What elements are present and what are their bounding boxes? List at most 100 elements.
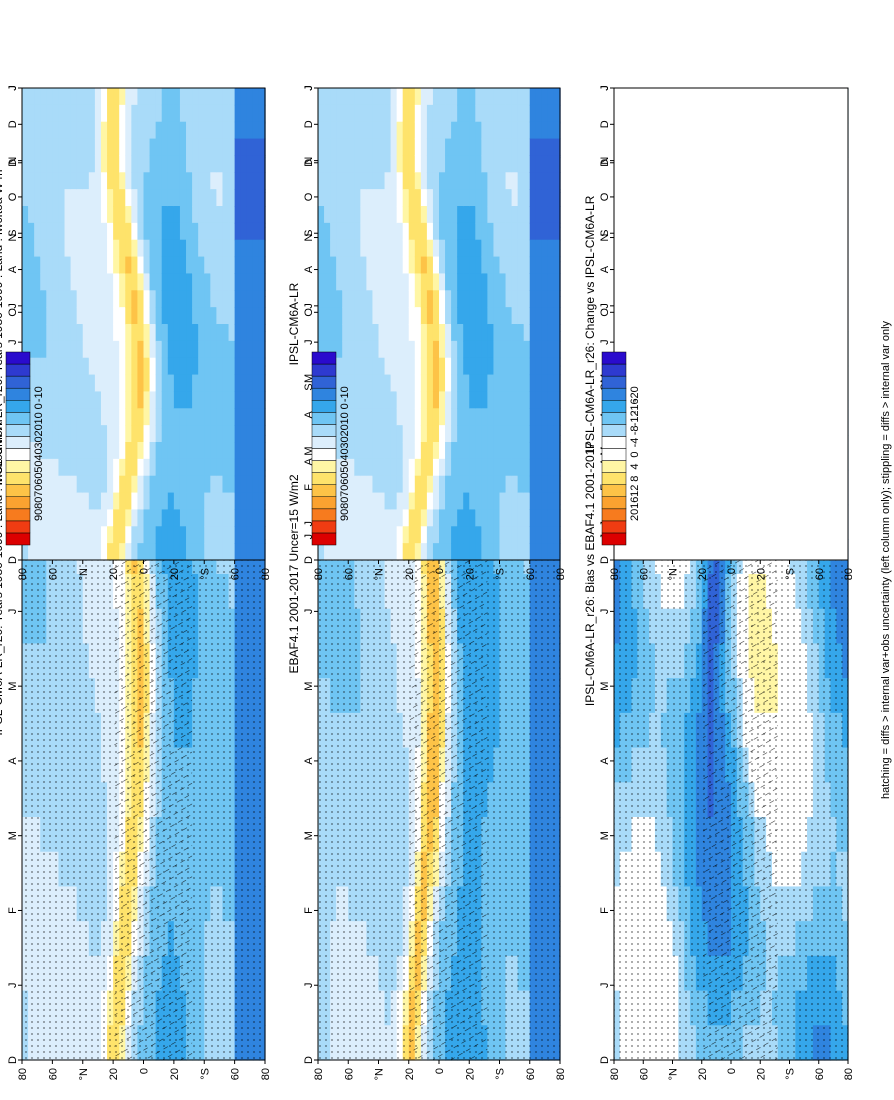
- heatmap-cell: [366, 155, 374, 173]
- heatmap-cell: [94, 357, 102, 376]
- heatmap-cell: [100, 458, 108, 477]
- heatmap-cell: [119, 239, 126, 258]
- heatmap-cell: [161, 172, 169, 190]
- heatmap-cell: [252, 425, 260, 443]
- heatmap-cell: [252, 138, 260, 157]
- heatmap-cell: [366, 189, 374, 207]
- heatmap-cell: [149, 121, 157, 140]
- heatmap-cell: [143, 256, 151, 275]
- heatmap-cell: [240, 307, 248, 325]
- heatmap-cell: [76, 357, 84, 376]
- heatmap-cell: [210, 492, 217, 511]
- heatmap-cell: [52, 458, 60, 477]
- heatmap-cell: [204, 155, 211, 173]
- heatmap-cell: [192, 425, 199, 443]
- heatmap-cell: [240, 492, 248, 511]
- heatmap-cell: [360, 172, 367, 190]
- heatmap-cell: [173, 104, 181, 123]
- heatmap-cell: [372, 256, 380, 275]
- heatmap-cell: [58, 509, 66, 527]
- heatmap-cell: [70, 526, 78, 544]
- heatmap-cell: [252, 357, 260, 376]
- heatmap-cell: [125, 88, 132, 106]
- heatmap-cell: [240, 458, 248, 477]
- heatmap-cell: [28, 475, 35, 494]
- heatmap-cell: [222, 121, 230, 140]
- heatmap-cell: [360, 357, 367, 376]
- heatmap-cell: [372, 104, 380, 123]
- heatmap-cell: [40, 290, 47, 308]
- heatmap-cell: [149, 104, 157, 123]
- heatmap-cell: [192, 222, 199, 241]
- heatmap-cell: [348, 324, 355, 342]
- heatmap-cell: [64, 307, 72, 325]
- heatmap-cell: [155, 391, 163, 409]
- heatmap-cell: [107, 391, 114, 409]
- month-tick-label: N: [303, 234, 315, 242]
- heatmap-cell: [52, 189, 60, 207]
- heatmap-cell: [107, 442, 114, 460]
- heatmap-cell: [342, 408, 349, 426]
- month-tick-label: A: [7, 757, 19, 765]
- heatmap-cell: [167, 206, 175, 224]
- heatmap-cell: [360, 509, 367, 527]
- heatmap-cell: [246, 104, 254, 123]
- heatmap-cell: [186, 340, 193, 359]
- heatmap-cell: [46, 88, 53, 106]
- heatmap-cell: [234, 104, 242, 123]
- heatmap-cell: [22, 543, 29, 561]
- heatmap-cell: [378, 206, 386, 224]
- heatmap-cell: [354, 340, 361, 359]
- heatmap-cell: [52, 290, 60, 308]
- heatmap-cell: [252, 543, 260, 561]
- heatmap-cell: [348, 88, 355, 106]
- heatmap-cell: [366, 88, 374, 106]
- heatmap-cell: [113, 121, 120, 140]
- heatmap-cell: [342, 256, 349, 275]
- lat-tick-label: °S: [785, 1068, 797, 1080]
- heatmap-cell: [125, 458, 132, 477]
- lat-tick-label: 60: [638, 1068, 650, 1080]
- heatmap-cell: [46, 206, 53, 224]
- heatmap-cell: [204, 374, 211, 393]
- heatmap-cell: [125, 340, 132, 359]
- heatmap-cell: [173, 307, 181, 325]
- heatmap-cell: [204, 425, 211, 443]
- heatmap-cell: [52, 509, 60, 527]
- heatmap-cell: [222, 88, 230, 106]
- heatmap-cell: [100, 172, 108, 190]
- heatmap-cell: [131, 425, 139, 443]
- heatmap-cell: [216, 492, 224, 511]
- heatmap-cell: [119, 307, 126, 325]
- heatmap-cell: [179, 425, 187, 443]
- heatmap-cell: [354, 425, 361, 443]
- heatmap-cell: [173, 172, 181, 190]
- heatmap-cell: [246, 442, 254, 460]
- heatmap-cell: [107, 155, 114, 173]
- heatmap-cell: [336, 189, 343, 207]
- heatmap-cell: [336, 324, 343, 342]
- heatmap-cell: [161, 138, 169, 157]
- month-tick-label: M: [303, 831, 315, 840]
- heatmap-cell: [192, 239, 199, 258]
- heatmap-cell: [342, 88, 349, 106]
- heatmap-cell: [228, 509, 236, 527]
- heatmap-cell: [222, 442, 230, 460]
- heatmap-cell: [360, 391, 367, 409]
- heatmap-cell: [258, 104, 266, 123]
- heatmap-cell: [149, 324, 157, 342]
- heatmap-cell: [113, 425, 120, 443]
- heatmap-cell: [94, 239, 102, 258]
- heatmap-cell: [161, 425, 169, 443]
- heatmap-cell: [336, 206, 343, 224]
- heatmap-cell: [234, 138, 242, 157]
- heatmap-cell: [228, 88, 236, 106]
- heatmap-cell: [161, 509, 169, 527]
- heatmap-cell: [372, 138, 380, 157]
- heatmap-cell: [354, 273, 361, 291]
- heatmap-cell: [28, 206, 35, 224]
- heatmap-cell: [167, 307, 175, 325]
- heatmap-cell: [143, 138, 151, 157]
- heatmap-cell: [58, 307, 66, 325]
- heatmap-cell: [216, 206, 224, 224]
